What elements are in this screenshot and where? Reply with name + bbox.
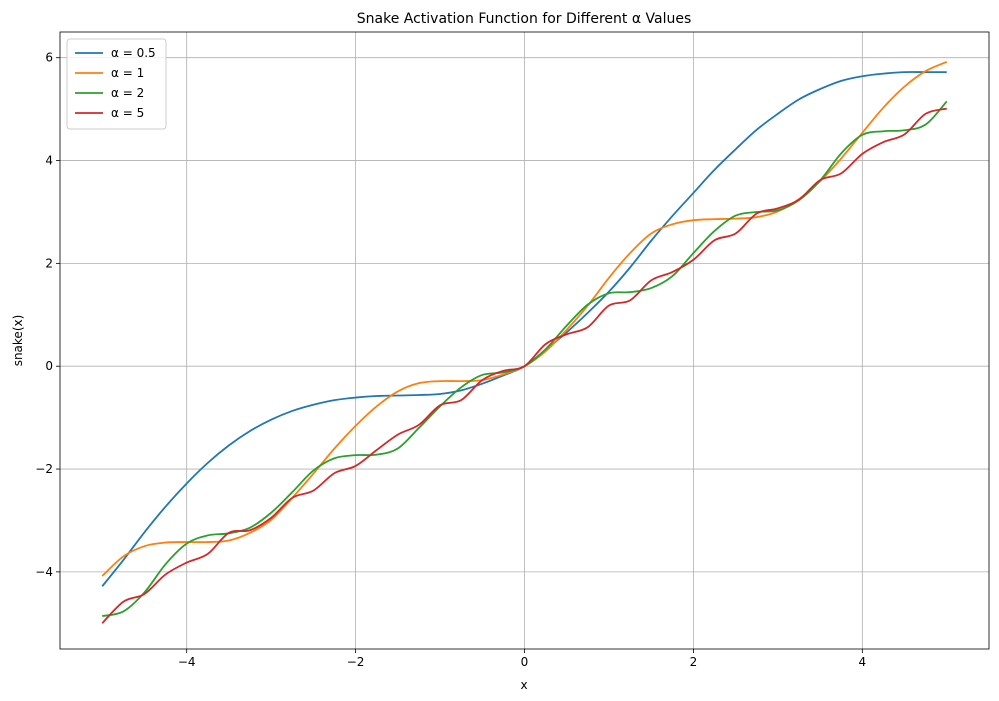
ticks: −4 −2 0 2 4 −4 −2 0 2 4 6	[35, 51, 866, 669]
legend-frame	[66, 38, 167, 130]
legend: α = 0.5 α = 1 α = 2 α = 5	[66, 38, 167, 130]
x-tick-label: −4	[178, 655, 196, 669]
chart-title: Snake Activation Function for Different …	[357, 11, 691, 27]
x-axis-label: x	[520, 678, 527, 692]
y-axis-label: snake(x)	[11, 315, 25, 367]
x-tick-label: −2	[347, 655, 365, 669]
y-tick-label: 6	[45, 51, 53, 65]
legend-label: α = 2	[111, 86, 144, 100]
x-tick-label: 2	[690, 655, 698, 669]
y-tick-label: 0	[45, 359, 53, 373]
series-lines	[101, 60, 948, 624]
y-tick-label: 2	[45, 256, 53, 270]
y-tick-label: 4	[45, 154, 53, 168]
x-tick-label: 4	[858, 655, 866, 669]
legend-label: α = 0.5	[111, 46, 156, 60]
legend-label: α = 5	[111, 106, 144, 120]
y-tick-label: −2	[35, 462, 53, 476]
grid	[60, 32, 989, 649]
series-line-3	[101, 107, 947, 624]
legend-label: α = 1	[111, 66, 144, 80]
x-tick-label: 0	[521, 655, 529, 669]
y-tick-label: −4	[35, 565, 53, 579]
